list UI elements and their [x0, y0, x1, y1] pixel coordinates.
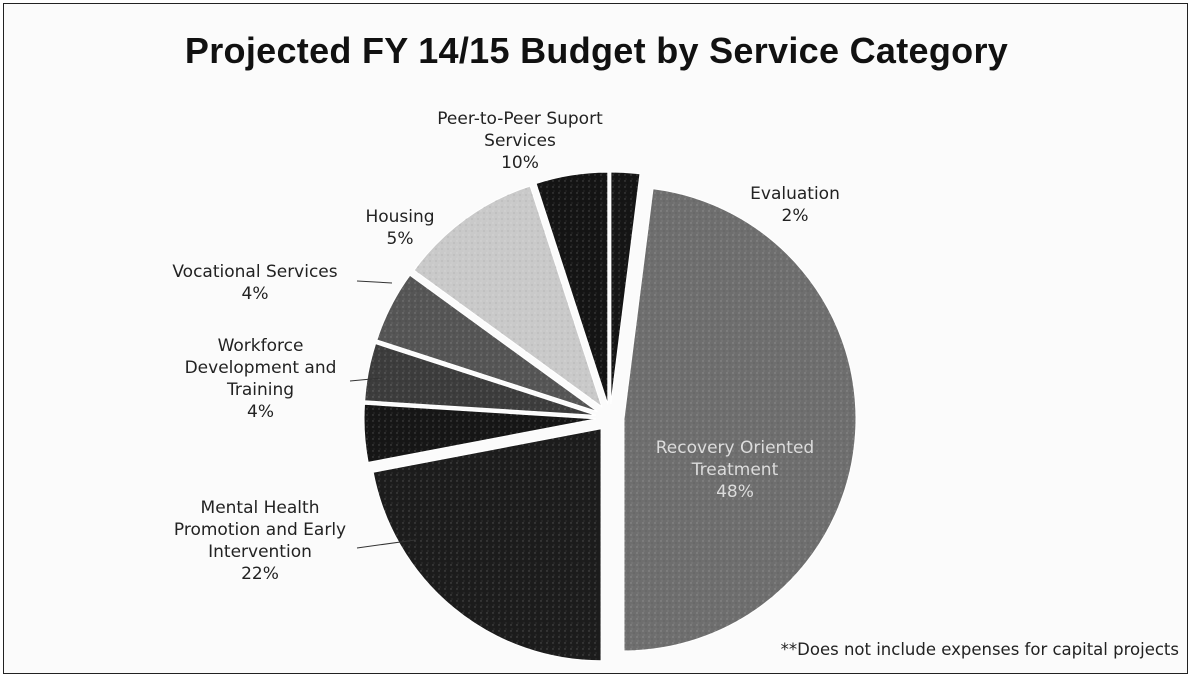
- pie-slice-texture: [364, 343, 597, 416]
- slice-label-peer-to-peer: Peer-to-Peer Suport Services 10%: [437, 109, 603, 173]
- slice-label-vocational-services: Vocational Services 4%: [172, 262, 338, 304]
- pie-slice-texture: [414, 186, 602, 407]
- slice-label-mental-health-promotion: Mental Health Promotion and Early Interv…: [173, 498, 347, 584]
- pie-slice-texture: [364, 404, 597, 463]
- chart-title: Projected FY 14/15 Budget by Service Cat…: [184, 30, 1009, 71]
- pie-slice-texture: [536, 172, 608, 405]
- pie-slice-texture: [373, 428, 602, 661]
- slice-label-workforce-development: Workforce Development and Training 4%: [184, 336, 337, 422]
- leader-line: [349, 377, 383, 382]
- pie-slice-texture: [623, 188, 856, 651]
- pie-slice-texture: [376, 275, 598, 412]
- slice-label-recovery-oriented-treatment: Recovery Oriented Treatment 48%: [655, 438, 815, 502]
- chart-footnote: **Does not include expenses for capital …: [780, 640, 1179, 659]
- slice-label-evaluation: Evaluation 2%: [750, 184, 840, 226]
- leader-line: [356, 539, 416, 549]
- pie-slice-texture: [610, 172, 640, 405]
- slice-label-housing: Housing 5%: [365, 207, 435, 249]
- leader-line: [356, 280, 393, 284]
